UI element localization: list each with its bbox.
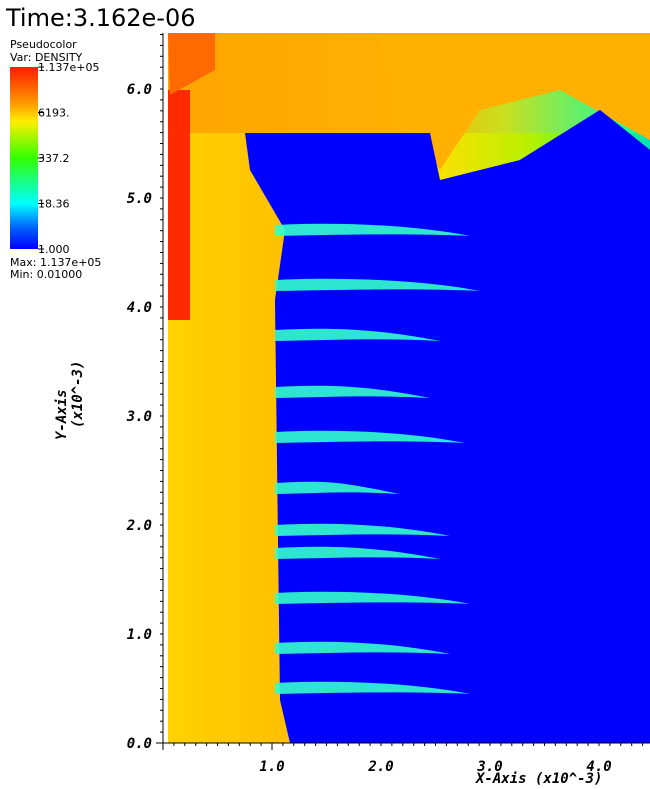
x-tick-label: 2.0 (367, 759, 393, 775)
legend-label: 1.137e+05 (38, 61, 99, 74)
y-tick-label: 6.0 (127, 82, 152, 98)
legend-label: 18.36 (38, 198, 70, 211)
y-tick-label: 1.0 (127, 627, 152, 643)
legend-label: 6193. (38, 107, 70, 120)
legend: Pseudocolor Var: DENSITY 1.137e+056193.3… (10, 38, 101, 281)
y-tick-label: 5.0 (127, 191, 152, 207)
x-axis-title: X-Axis (x10^-3) (475, 771, 602, 787)
y-tick-label: 4.0 (127, 300, 152, 316)
y-tick-label: 0.0 (127, 736, 152, 752)
y-tick-label: 2.0 (126, 518, 152, 534)
x-tick-label: 1.0 (259, 759, 284, 775)
legend-title: Pseudocolor (10, 38, 77, 51)
legend-label: 1.000 (38, 243, 70, 256)
y-axis-subtitle: (x10^-3) (70, 361, 86, 428)
color-bar (10, 67, 38, 249)
y-tick-label: 3.0 (126, 409, 152, 425)
legend-label: 337.2 (38, 152, 70, 165)
time-label: Time:3.162e-06 (5, 4, 196, 32)
plot-field (168, 33, 650, 743)
y-axis-title: Y-Axis (54, 389, 70, 440)
visualization: Time:3.162e-06 Pseudocolor Var: DENSITY … (0, 0, 650, 789)
legend-min: Min: 0.01000 (10, 268, 82, 281)
